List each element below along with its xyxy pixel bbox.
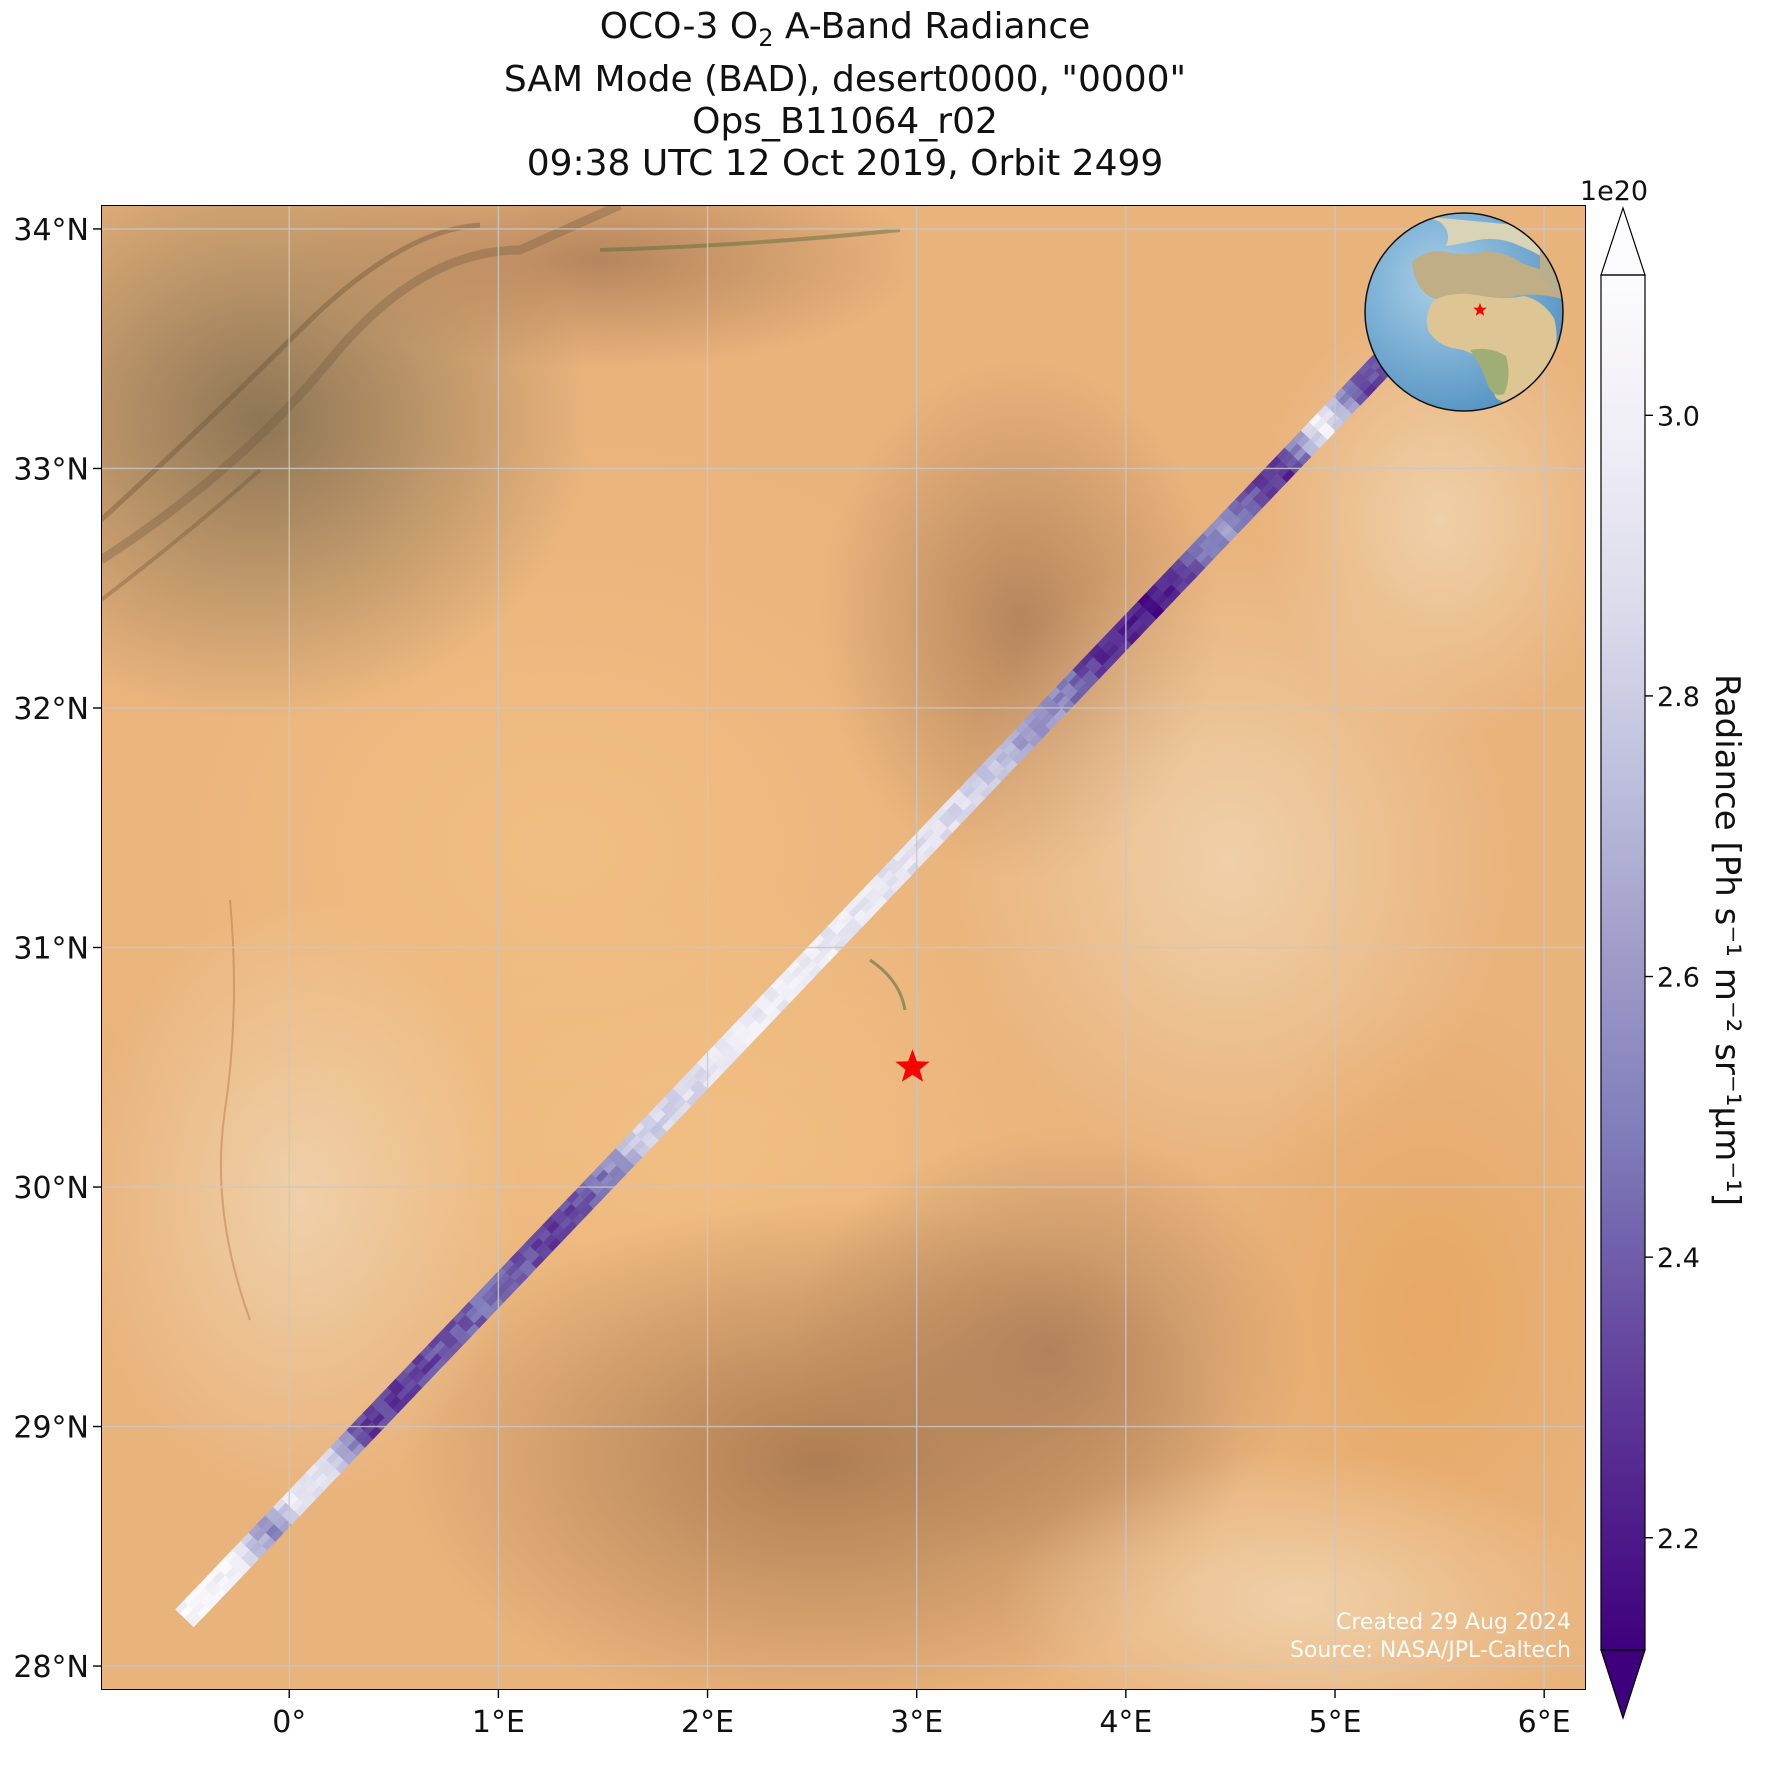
title-line-2: SAM Mode (BAD), desert0000, "0000" bbox=[503, 59, 1187, 101]
globe-location-star-icon bbox=[1473, 303, 1487, 316]
colorbar-tick-label: 2.4 bbox=[1657, 1243, 1700, 1274]
page-title: OCO-3 O2 A-Band Radiance SAM Mode (BAD),… bbox=[0, 6, 1690, 185]
credit-created: Created 29 Aug 2024 bbox=[1336, 1610, 1571, 1635]
lat-tick-label: 32°N bbox=[13, 692, 89, 727]
colorbar-label: Radiance [Ph s⁻¹ m⁻² sr⁻¹μm⁻¹] bbox=[1707, 674, 1747, 1206]
colorbar-tick-label: 3.0 bbox=[1657, 401, 1700, 432]
lat-tick-label: 29°N bbox=[13, 1411, 89, 1446]
title-line-4: 09:38 UTC 12 Oct 2019, Orbit 2499 bbox=[526, 143, 1164, 185]
lat-tick-label: 28°N bbox=[13, 1650, 89, 1685]
target-star-icon bbox=[895, 1049, 930, 1082]
colorbar-tick-label: 2.2 bbox=[1657, 1524, 1700, 1555]
lat-tick-label: 31°N bbox=[13, 932, 89, 967]
colorbar: 2.2 2.4 2.6 2.8 3.0 bbox=[1600, 206, 1700, 1720]
target-marker-layer bbox=[895, 1049, 930, 1082]
title-line-3: Ops_B11064_r02 bbox=[692, 101, 998, 143]
colorbar-scale-label: 1e20 bbox=[1580, 176, 1648, 207]
colorbar-extend-min bbox=[1600, 1649, 1646, 1720]
lon-tick-label: 5°E bbox=[1308, 1705, 1361, 1740]
lat-tick-label: 33°N bbox=[13, 452, 89, 487]
graticule bbox=[101, 205, 1586, 1690]
lon-tick-label: 0° bbox=[272, 1705, 306, 1740]
colorbar-extend-max bbox=[1600, 206, 1646, 276]
lat-tick-label: 30°N bbox=[13, 1171, 89, 1206]
lon-tick-label: 3°E bbox=[890, 1705, 943, 1740]
title-line-1: OCO-3 O2 A-Band Radiance bbox=[599, 6, 1091, 53]
lon-tick-label: 4°E bbox=[1099, 1705, 1152, 1740]
lon-tick-label: 6°E bbox=[1518, 1705, 1571, 1740]
lon-tick-label: 2°E bbox=[681, 1705, 734, 1740]
lon-tick-label: 1°E bbox=[472, 1705, 525, 1740]
axis-ticks: 0° 1°E 2°E 3°E 4°E 5°E 6°E 28°N 29°N 30°N 31°N 32°N… bbox=[13, 213, 1570, 1740]
lat-tick-label: 34°N bbox=[13, 213, 89, 248]
colorbar-gradient bbox=[1601, 275, 1645, 1650]
colorbar-tick-label: 2.8 bbox=[1657, 682, 1700, 713]
colorbar-tick-label: 2.6 bbox=[1657, 963, 1700, 994]
credit-source: Source: NASA/JPL-Caltech bbox=[1289, 1638, 1571, 1663]
